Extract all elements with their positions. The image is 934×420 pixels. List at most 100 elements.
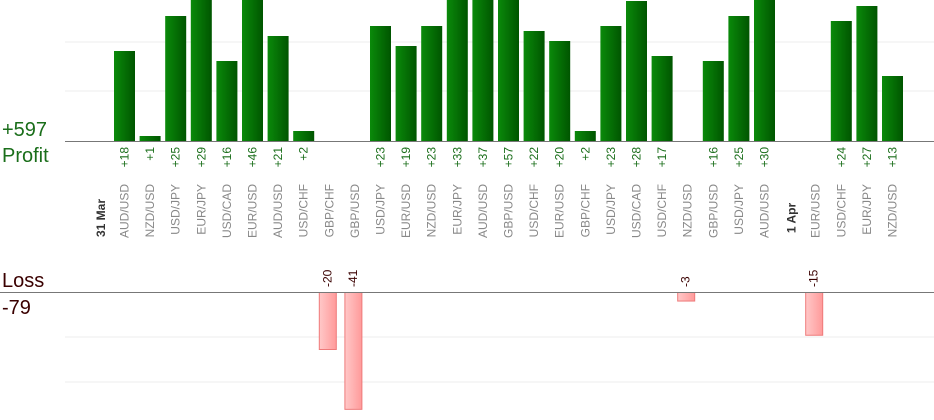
- pair-tick-label: AUD/USD: [271, 184, 285, 238]
- profit-bar: [114, 51, 135, 141]
- profit-value-label: +2: [297, 147, 311, 161]
- loss-value-label: -15: [807, 269, 821, 287]
- pair-tick-label: USD/CHF: [834, 184, 848, 237]
- pair-tick-label: GBP/CHF: [578, 184, 592, 237]
- profit-bar: [702, 61, 724, 141]
- profit-value-label: +25: [732, 147, 746, 168]
- profit-bar: [242, 0, 263, 141]
- profit-value-label: +25: [169, 147, 183, 168]
- profit-value-label: +17: [655, 147, 669, 168]
- profit-bar: [190, 0, 212, 141]
- profit-bar: [882, 76, 903, 141]
- pair-tick-label: EUR/USD: [553, 184, 567, 238]
- pair-tick-label: GBP/USD: [502, 184, 516, 238]
- pair-tick-label: USD/CHF: [655, 184, 669, 237]
- pair-tick-label: USD/CHF: [297, 184, 311, 237]
- pair-tick-label: USD/CHF: [527, 184, 541, 237]
- pair-tick-label: AUD/USD: [118, 184, 132, 238]
- pair-tick-label: EUR/JPY: [450, 184, 464, 235]
- loss-value-label: -41: [346, 269, 360, 287]
- profit-total: +597: [2, 119, 48, 141]
- profit-bar: [728, 16, 750, 141]
- pair-tick-label: EUR/JPY: [860, 184, 874, 235]
- profit-bar: [651, 56, 673, 141]
- pair-tick-label: GBP/USD: [348, 184, 362, 238]
- profit-value-label: +18: [118, 147, 132, 168]
- profit-value-label: +29: [194, 147, 208, 168]
- profit-bar: [216, 61, 238, 141]
- pair-tick-label: USD/JPY: [169, 184, 183, 235]
- profit-bar: [446, 0, 468, 141]
- profit-bar: [395, 46, 417, 141]
- pair-tick-label: EUR/USD: [809, 184, 823, 238]
- profit-bar: [754, 0, 775, 141]
- profit-value-label: +20: [553, 147, 567, 168]
- profit-bar: [498, 0, 519, 141]
- loss-label: Loss: [2, 270, 45, 292]
- pair-tick-label: USD/JPY: [732, 184, 746, 235]
- date-marker: 31 Mar: [94, 199, 108, 237]
- profit-value-label: +46: [246, 147, 260, 168]
- profit-value-label: +16: [220, 147, 234, 168]
- profit-value-label: +27: [860, 147, 874, 168]
- bars: [114, 0, 903, 410]
- profit-value-label: +23: [425, 147, 439, 168]
- loss-bar: [805, 292, 824, 336]
- loss-bar: [344, 292, 363, 410]
- profit-value-label: +2: [578, 147, 592, 161]
- profit-value-label: +21: [271, 147, 285, 168]
- loss-bar: [677, 292, 696, 302]
- profit-bar: [523, 31, 545, 141]
- profit-value-label: +19: [399, 147, 413, 168]
- pair-tick-label: USD/JPY: [374, 184, 388, 235]
- profit-bar: [600, 26, 622, 141]
- axes: [0, 141, 934, 293]
- profit-bar: [165, 16, 187, 141]
- profit-bar: [139, 136, 161, 141]
- profit-value-label: +30: [758, 147, 772, 168]
- pair-tick-label: NZD/USD: [681, 184, 695, 238]
- profit-value-label: +33: [450, 147, 464, 168]
- date-marker: 1 Apr: [784, 203, 798, 234]
- pair-tick-label: GBP/CHF: [322, 184, 336, 237]
- profit-bar: [421, 26, 443, 141]
- pair-tick-label: USD/JPY: [604, 184, 618, 235]
- profit-bar: [830, 21, 852, 141]
- pair-tick-label: NZD/USD: [425, 184, 439, 238]
- profit-value-label: +57: [502, 147, 516, 168]
- pair-tick-label: USD/CAD: [630, 184, 644, 238]
- pair-tick-label: NZD/USD: [886, 184, 900, 238]
- profit-bar: [856, 6, 878, 141]
- labels: 31 Mar 1 Apr +18 AUD/USD +1 NZD/USD +25 USD/JPY…: [94, 147, 900, 287]
- pair-tick-label: GBP/USD: [706, 184, 720, 238]
- pair-tick-label: EUR/USD: [399, 184, 413, 238]
- profit-value-label: +37: [476, 147, 490, 168]
- pair-tick-label: NZD/USD: [143, 184, 157, 238]
- profit-value-label: +22: [527, 147, 541, 168]
- profit-value-label: +1: [143, 147, 157, 161]
- profit-bar: [267, 36, 289, 141]
- loss-value-label: -20: [320, 269, 334, 287]
- profit-value-label: +13: [886, 147, 900, 168]
- loss-value-label: -3: [679, 276, 693, 287]
- profit-value-label: +23: [374, 147, 388, 168]
- pair-tick-label: AUD/USD: [758, 184, 772, 238]
- profit-label: Profit: [2, 145, 49, 167]
- profit-bar: [626, 1, 647, 141]
- profit-bar: [370, 26, 391, 141]
- profit-value-label: +24: [834, 147, 848, 168]
- pair-tick-label: USD/CAD: [220, 184, 234, 238]
- pair-tick-label: EUR/USD: [246, 184, 260, 238]
- profit-bar: [293, 131, 315, 141]
- profit-bar: [472, 0, 494, 141]
- loss-total: -79: [2, 297, 31, 319]
- pair-tick-label: EUR/JPY: [194, 184, 208, 235]
- loss-bar: [318, 292, 337, 350]
- profit-bar: [574, 131, 596, 141]
- profit-value-label: +23: [604, 147, 618, 168]
- pair-tick-label: AUD/USD: [476, 184, 490, 238]
- profit-bar: [549, 41, 571, 141]
- profit-value-label: +16: [706, 147, 720, 168]
- profit-value-label: +28: [630, 147, 644, 168]
